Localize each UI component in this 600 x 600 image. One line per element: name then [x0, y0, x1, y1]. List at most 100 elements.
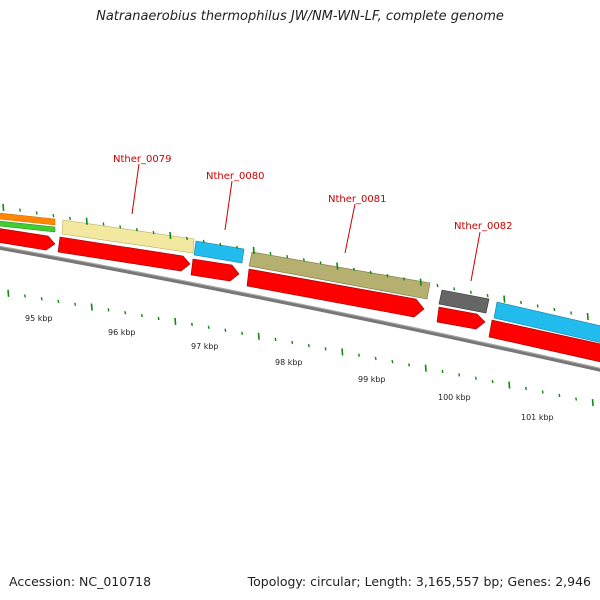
- ruler-label: 95 kbp: [25, 314, 53, 323]
- cog-band-nther-0082: [438, 289, 490, 314]
- minor-tick: [107, 308, 110, 312]
- minor-tick: [575, 397, 578, 401]
- minor-tick: [291, 340, 294, 345]
- minor-tick: [236, 245, 239, 250]
- major-tick: [336, 262, 339, 270]
- minor-tick: [19, 208, 21, 212]
- minor-tick: [57, 299, 60, 304]
- minor-tick: [324, 347, 327, 351]
- ruler-label: 97 kbp: [191, 342, 219, 351]
- minor-tick: [124, 311, 127, 315]
- cds-arrow: [488, 319, 600, 363]
- minor-tick: [436, 283, 439, 288]
- ruler-label: 96 kbp: [108, 328, 136, 337]
- minor-tick: [102, 222, 105, 226]
- ruler-label: 100 kbp: [438, 393, 471, 402]
- minor-tick: [119, 225, 122, 229]
- major-tick: [174, 317, 177, 325]
- minor-tick: [558, 393, 561, 398]
- minor-tick: [207, 325, 210, 329]
- cog-strip-green: [0, 220, 56, 233]
- ruler-label: 99 kbp: [358, 375, 386, 384]
- minor-tick: [441, 369, 444, 374]
- minor-tick: [202, 239, 205, 244]
- minor-tick: [403, 277, 406, 281]
- minor-tick: [135, 228, 138, 232]
- gene-label-nther-0079: Nther_0079: [113, 154, 171, 165]
- minor-tick: [386, 274, 389, 278]
- minor-tick: [469, 290, 472, 294]
- minor-tick: [224, 328, 227, 332]
- map-title: Natranaerobius thermophilus JW/NM-WN-LF,…: [96, 9, 504, 24]
- callout-line: [344, 203, 356, 254]
- minor-tick: [157, 316, 160, 321]
- minor-tick: [491, 380, 494, 384]
- cds-arrow: [436, 306, 486, 330]
- accession-text: Accession: NC_010718: [9, 574, 152, 589]
- gene-label-nther-0082: Nther_0082: [454, 221, 512, 232]
- major-tick: [90, 303, 93, 311]
- minor-tick: [520, 300, 522, 305]
- ruler-label: 98 kbp: [275, 358, 303, 367]
- ruler-label: 101 kbp: [521, 413, 554, 422]
- cog-band-right: [493, 301, 600, 343]
- major-tick: [508, 381, 511, 389]
- major-tick: [424, 364, 427, 372]
- major-tick: [257, 332, 260, 340]
- minor-tick: [391, 360, 394, 364]
- minor-tick: [307, 344, 310, 348]
- major-tick: [591, 399, 594, 407]
- minor-tick: [358, 353, 360, 357]
- minor-tick: [536, 304, 539, 308]
- minor-tick: [374, 356, 377, 361]
- minor-tick: [369, 270, 372, 275]
- cds-arrow: [0, 228, 56, 251]
- minor-tick: [241, 331, 244, 335]
- upper-tick-track: [2, 203, 589, 321]
- cog-strip-orange: [0, 212, 56, 226]
- major-tick: [419, 278, 422, 286]
- minor-tick: [570, 311, 573, 315]
- minor-tick: [474, 376, 477, 380]
- minor-tick: [453, 287, 456, 291]
- major-tick: [341, 348, 344, 356]
- callout-line: [131, 163, 140, 215]
- minor-tick: [302, 258, 305, 262]
- cds-arrow: [246, 268, 425, 318]
- minor-tick: [35, 211, 38, 215]
- callout-line: [470, 231, 481, 282]
- cog-band-nther-0080: [193, 240, 245, 264]
- minor-tick: [525, 386, 527, 391]
- minor-tick: [140, 313, 143, 318]
- major-tick: [503, 295, 506, 303]
- cds-arrow: [57, 236, 191, 272]
- genome-summary-text: Topology: circular; Length: 3,165,557 bp…: [247, 574, 591, 589]
- major-tick: [252, 246, 255, 255]
- cds-arrow: [190, 258, 240, 282]
- minor-tick: [274, 337, 277, 342]
- lower-tick-track: [7, 289, 594, 407]
- minor-tick: [319, 261, 322, 265]
- minor-tick: [286, 254, 289, 259]
- cog-band-nther-0079: [61, 219, 195, 254]
- minor-tick: [191, 322, 193, 326]
- minor-tick: [553, 307, 556, 312]
- genome-backbone: [0, 245, 600, 372]
- minor-tick: [219, 242, 222, 247]
- minor-tick: [269, 251, 272, 256]
- major-tick: [85, 217, 88, 225]
- callout-line: [224, 180, 233, 231]
- major-tick: [586, 312, 589, 321]
- minor-tick: [458, 373, 461, 377]
- minor-tick: [52, 213, 55, 218]
- major-tick: [2, 203, 5, 212]
- minor-tick: [74, 302, 77, 306]
- major-tick: [169, 231, 172, 240]
- gene-label-nther-0080: Nther_0080: [206, 171, 264, 182]
- minor-tick: [24, 294, 26, 298]
- minor-tick: [541, 390, 544, 394]
- minor-tick: [40, 297, 43, 301]
- minor-tick: [152, 230, 155, 235]
- gene-label-nther-0081: Nther_0081: [328, 194, 386, 205]
